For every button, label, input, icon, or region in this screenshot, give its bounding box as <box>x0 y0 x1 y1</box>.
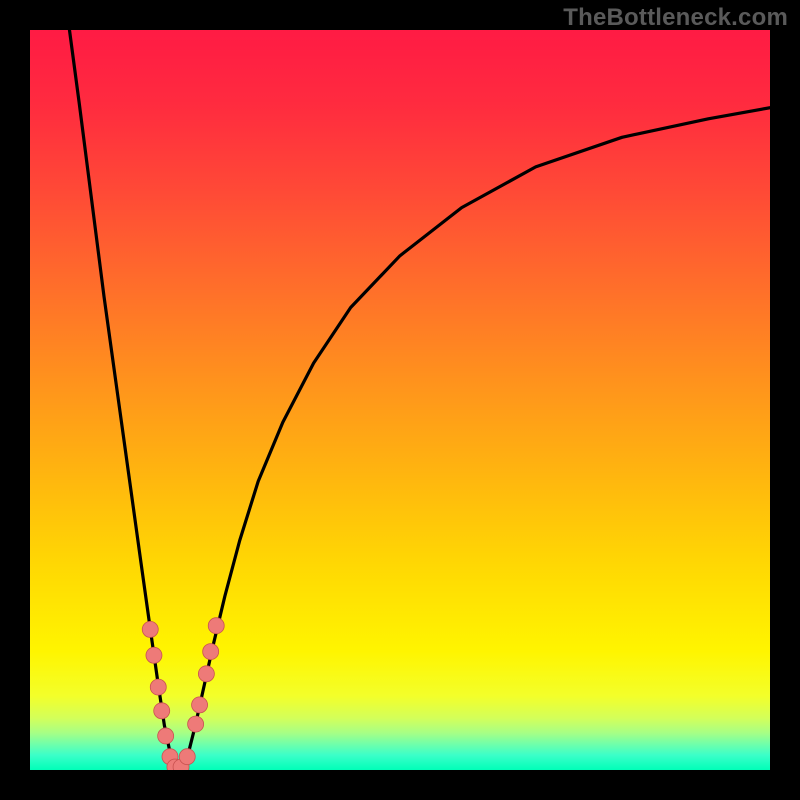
data-point-marker <box>154 703 170 719</box>
data-point-marker <box>146 647 162 663</box>
data-point-marker <box>142 621 158 637</box>
data-point-marker <box>179 749 195 765</box>
data-point-marker <box>158 728 174 744</box>
data-point-marker <box>208 618 224 634</box>
watermark-text: TheBottleneck.com <box>563 4 788 32</box>
data-point-marker <box>150 679 166 695</box>
data-point-marker <box>188 716 204 732</box>
bottleneck-curve <box>69 30 770 770</box>
data-point-marker <box>198 666 214 682</box>
data-point-marker <box>192 697 208 713</box>
data-point-marker <box>203 644 219 660</box>
bottleneck-chart <box>0 0 800 800</box>
